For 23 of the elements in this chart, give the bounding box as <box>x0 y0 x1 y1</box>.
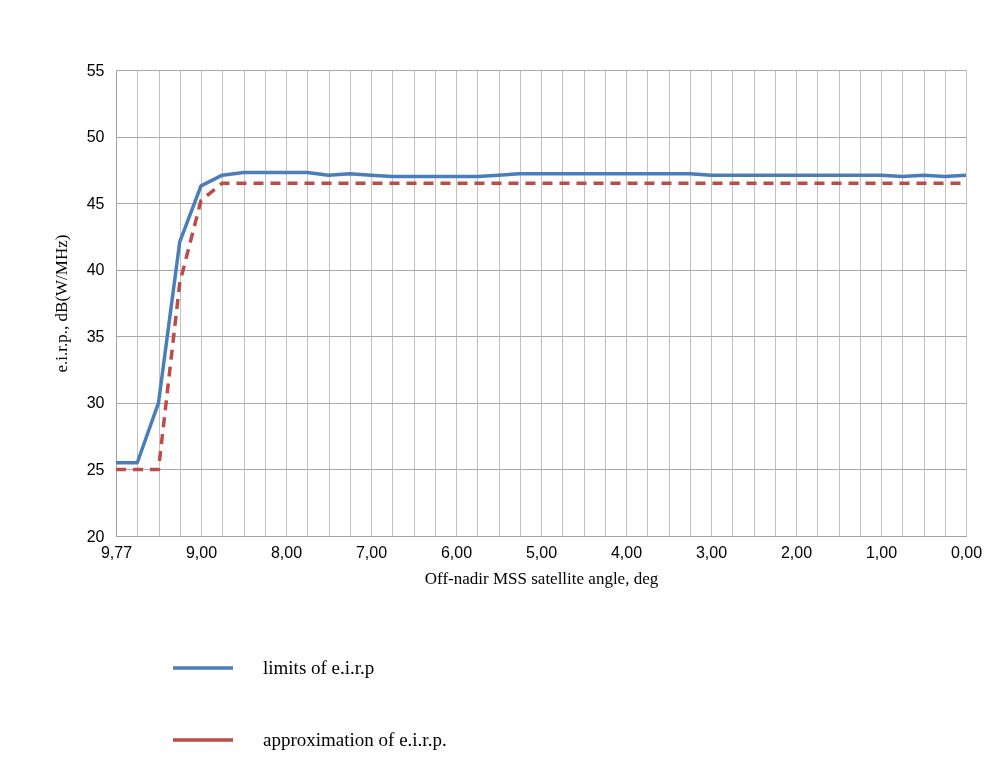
legend-label: limits of e.i.r.p <box>263 657 375 678</box>
x-tick-label: 1,00 <box>865 543 898 561</box>
x-tick-label: 0,00 <box>950 543 983 561</box>
x-tick-label: 8,00 <box>270 543 303 561</box>
y-tick-label: 30 <box>86 394 105 412</box>
x-tick-label: 3,00 <box>695 543 728 561</box>
y-tick-label: 45 <box>86 194 105 212</box>
y-tick-label: 25 <box>86 460 105 478</box>
x-axis-title: Off-nadir MSS satellite angle, deg <box>424 568 659 588</box>
x-tick-label: 9,00 <box>185 543 218 561</box>
x-tick-label: 9,77 <box>100 543 133 561</box>
y-axis-title: e.i.r.p., dB(W/MHz) <box>51 234 71 373</box>
x-tick-label: 4,00 <box>610 543 643 561</box>
y-tick-label: 40 <box>86 261 105 279</box>
y-tick-label: 55 <box>86 61 105 79</box>
x-tick-label: 6,00 <box>440 543 473 561</box>
y-tick-label: 20 <box>86 527 105 545</box>
x-tick-label: 2,00 <box>780 543 813 561</box>
legend-label: approximation of e.i.r.p. <box>263 729 447 750</box>
y-tick-label: 35 <box>86 327 105 345</box>
x-tick-label: 7,00 <box>355 543 388 561</box>
y-tick-label: 50 <box>86 128 105 146</box>
x-tick-label: 5,00 <box>525 543 558 561</box>
